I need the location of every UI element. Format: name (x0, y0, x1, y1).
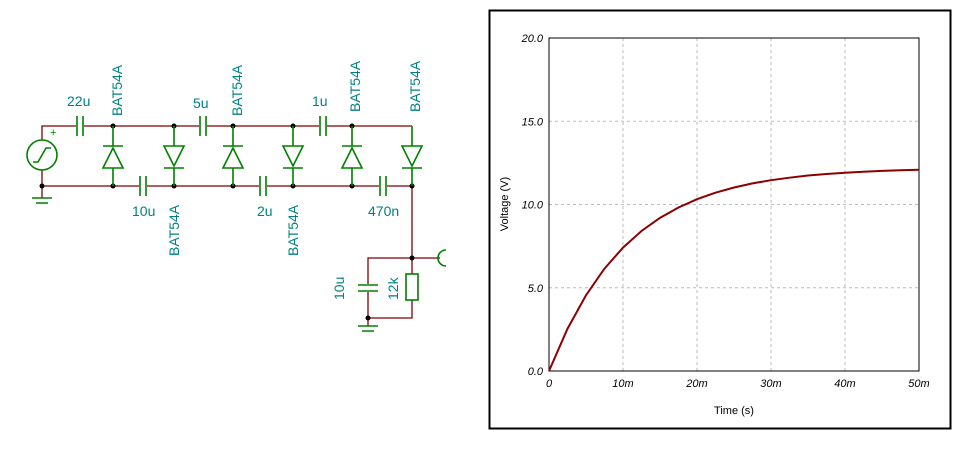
circuit: + 22u 5u 1u 10u 2u 470n 10u (26, 60, 447, 332)
diodes (101, 126, 424, 186)
capacitor (259, 176, 267, 196)
x-tick-label: 30m (760, 378, 781, 390)
x-axis-label: Time (s) (714, 405, 754, 417)
wire (41, 170, 139, 187)
diode-label: BAT54A (407, 60, 423, 112)
output-terminal (437, 249, 447, 267)
diode-label: BAT54A (109, 64, 125, 116)
diode-up (101, 126, 125, 186)
x-tick-label: 50m (908, 378, 929, 390)
capacitor-label: 470n (368, 203, 399, 219)
x-tick-label: 40m (834, 378, 855, 390)
capacitor-label: 5u (193, 95, 209, 111)
plus-sign: + (50, 127, 56, 139)
diode-down (400, 126, 424, 186)
ground (32, 197, 52, 204)
x-tick-label: 20m (685, 378, 707, 390)
y-tick-label: 10.0 (522, 200, 544, 212)
capacitor-label: 10u (132, 203, 155, 219)
diode-down (162, 126, 186, 186)
data-line (548, 168, 920, 372)
diode-label: BAT54A (285, 204, 301, 256)
y-tick-label: 5.0 (528, 283, 544, 295)
diode-label: BAT54A (229, 64, 245, 116)
capacitor (379, 176, 387, 196)
ground (358, 325, 378, 332)
x-tick-label: 10m (612, 378, 633, 390)
capacitor-label: 2u (257, 203, 273, 219)
capacitor (76, 116, 84, 136)
capacitor-label: 10u (331, 277, 347, 300)
capacitor (139, 176, 147, 196)
source-symbol (33, 147, 51, 163)
capacitor (319, 116, 327, 136)
capacitor-label: 22u (67, 93, 90, 109)
wire (387, 185, 440, 259)
chart: Time (s) Voltage (V) 0.0 5.0 10.0 15.0 20.0 0… (488, 9, 952, 430)
diode-down (281, 126, 305, 186)
resistor-label: 12k (385, 276, 401, 300)
capacitor (358, 284, 378, 292)
y-axis-label: Voltage (V) (499, 177, 511, 231)
x-tick-label: 0 (546, 378, 553, 390)
capacitor-label: 1u (312, 93, 328, 109)
diode-up (340, 126, 364, 186)
wire (41, 125, 76, 140)
wire (367, 257, 412, 284)
diode-up (221, 126, 245, 186)
wire (367, 292, 413, 319)
voltage-source (26, 139, 58, 171)
diode-label: BAT54A (347, 60, 363, 112)
resistor (405, 273, 419, 301)
capacitor (199, 116, 207, 136)
chart-frame (488, 9, 952, 430)
y-tick-label: 15.0 (522, 116, 544, 128)
plot-area (548, 37, 920, 372)
y-tick-label: 0.0 (528, 366, 544, 378)
y-tick-label: 20.0 (521, 33, 544, 45)
diode-label: BAT54A (166, 204, 182, 256)
